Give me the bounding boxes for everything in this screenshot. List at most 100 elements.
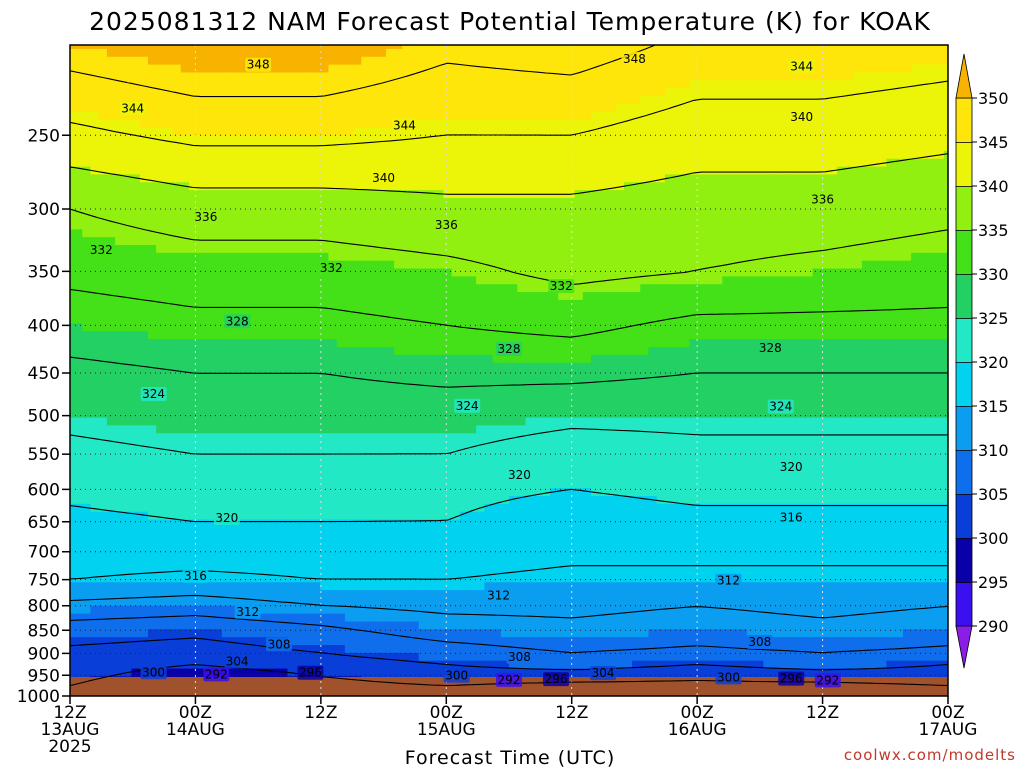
theta-fill-cell xyxy=(410,292,420,301)
theta-fill-cell xyxy=(377,229,387,238)
theta-fill-cell xyxy=(197,621,206,630)
theta-fill-cell xyxy=(344,629,354,638)
theta-fill-cell xyxy=(254,652,264,662)
theta-fill-cell xyxy=(123,574,133,583)
theta-fill-cell xyxy=(353,56,362,66)
theta-fill-cell xyxy=(525,64,535,74)
theta-fill-cell xyxy=(377,64,387,74)
theta-fill-cell xyxy=(385,331,395,340)
theta-fill-cell xyxy=(443,299,453,309)
theta-fill-cell xyxy=(509,284,518,293)
theta-fill-cell xyxy=(295,409,305,419)
theta-fill-cell xyxy=(476,660,485,670)
theta-fill-cell xyxy=(82,88,92,97)
theta-fill-cell xyxy=(509,386,518,395)
theta-fill-cell xyxy=(70,158,75,168)
theta-fill-cell xyxy=(369,527,379,536)
theta-fill-cell xyxy=(443,150,453,160)
theta-fill-cell xyxy=(287,80,297,89)
theta-fill-cell xyxy=(262,425,272,434)
theta-fill-cell xyxy=(279,511,289,521)
theta-fill-cell xyxy=(320,315,330,325)
theta-fill-cell xyxy=(139,645,149,654)
theta-fill-cell xyxy=(180,237,190,246)
theta-fill-cell xyxy=(476,143,485,152)
theta-fill-cell xyxy=(426,45,436,50)
theta-fill-cell xyxy=(509,72,518,81)
theta-fill-cell xyxy=(353,590,362,599)
theta-fill-cell xyxy=(123,95,133,105)
theta-fill-cell xyxy=(156,292,165,301)
theta-fill-cell xyxy=(238,503,248,513)
theta-fill-cell xyxy=(385,315,395,325)
theta-fill-cell xyxy=(123,323,133,332)
theta-fill-cell xyxy=(287,252,297,262)
theta-fill-cell xyxy=(533,174,543,183)
theta-fill-cell xyxy=(115,668,124,677)
theta-fill-cell xyxy=(541,56,551,66)
theta-fill-cell xyxy=(328,480,338,489)
theta-fill-cell xyxy=(172,543,182,552)
theta-fill-cell xyxy=(188,668,198,677)
theta-fill-cell xyxy=(238,441,248,450)
theta-fill-cell xyxy=(377,284,387,293)
theta-fill-cell xyxy=(492,213,502,223)
theta-fill-cell xyxy=(435,268,444,277)
theta-fill-cell xyxy=(492,111,502,121)
theta-fill-cell xyxy=(238,299,248,309)
theta-fill-cell xyxy=(180,252,190,262)
theta-fill-cell xyxy=(139,166,149,176)
theta-fill-cell xyxy=(533,574,543,583)
theta-fill-cell xyxy=(443,472,453,481)
theta-fill-cell xyxy=(525,519,535,528)
theta-fill-cell xyxy=(230,354,239,364)
theta-fill-cell xyxy=(500,495,510,505)
theta-fill-cell xyxy=(451,56,461,66)
theta-fill-cell xyxy=(361,605,371,615)
theta-fill-cell xyxy=(484,652,494,662)
theta-fill-cell xyxy=(164,597,174,607)
theta-fill-cell xyxy=(336,166,346,176)
theta-fill-cell xyxy=(221,158,231,168)
theta-fill-cell xyxy=(435,378,444,387)
theta-fill-cell xyxy=(131,339,141,348)
theta-fill-cell xyxy=(410,111,420,121)
theta-fill-cell xyxy=(115,409,124,419)
theta-fill-cell xyxy=(525,307,535,317)
theta-fill-cell xyxy=(500,425,510,434)
theta-fill-cell xyxy=(484,527,494,536)
theta-fill-cell xyxy=(279,613,289,623)
theta-fill-cell xyxy=(262,433,272,442)
theta-fill-cell xyxy=(147,72,157,81)
theta-fill-cell xyxy=(262,299,272,309)
theta-fill-cell xyxy=(402,660,412,670)
theta-fill-cell xyxy=(312,637,321,646)
theta-fill-cell xyxy=(344,527,354,536)
theta-fill-cell xyxy=(287,511,297,521)
theta-fill-cell xyxy=(443,582,453,591)
theta-fill-cell xyxy=(377,433,387,442)
theta-fill-cell xyxy=(172,299,182,309)
theta-fill-cell xyxy=(230,45,239,50)
theta-fill-cell xyxy=(106,292,116,301)
theta-fill-cell xyxy=(328,621,338,630)
theta-fill-cell xyxy=(271,45,280,50)
theta-fill-cell xyxy=(197,386,206,395)
theta-fill-cell xyxy=(328,174,338,183)
theta-fill-cell xyxy=(344,64,354,74)
theta-fill-cell xyxy=(205,550,215,560)
theta-fill-cell xyxy=(147,174,157,183)
theta-fill-cell xyxy=(205,197,215,207)
theta-fill-cell xyxy=(451,464,461,474)
theta-fill-cell xyxy=(328,245,338,254)
theta-fill-cell xyxy=(156,550,165,560)
theta-fill-cell xyxy=(197,190,206,199)
theta-fill-cell xyxy=(295,80,305,89)
theta-fill-cell xyxy=(115,645,124,654)
theta-fill-cell xyxy=(246,119,256,128)
theta-fill-cell xyxy=(172,590,182,599)
theta-fill-cell xyxy=(156,213,165,223)
theta-fill-cell xyxy=(377,80,387,89)
theta-fill-cell xyxy=(541,401,551,411)
theta-fill-cell xyxy=(106,158,116,168)
